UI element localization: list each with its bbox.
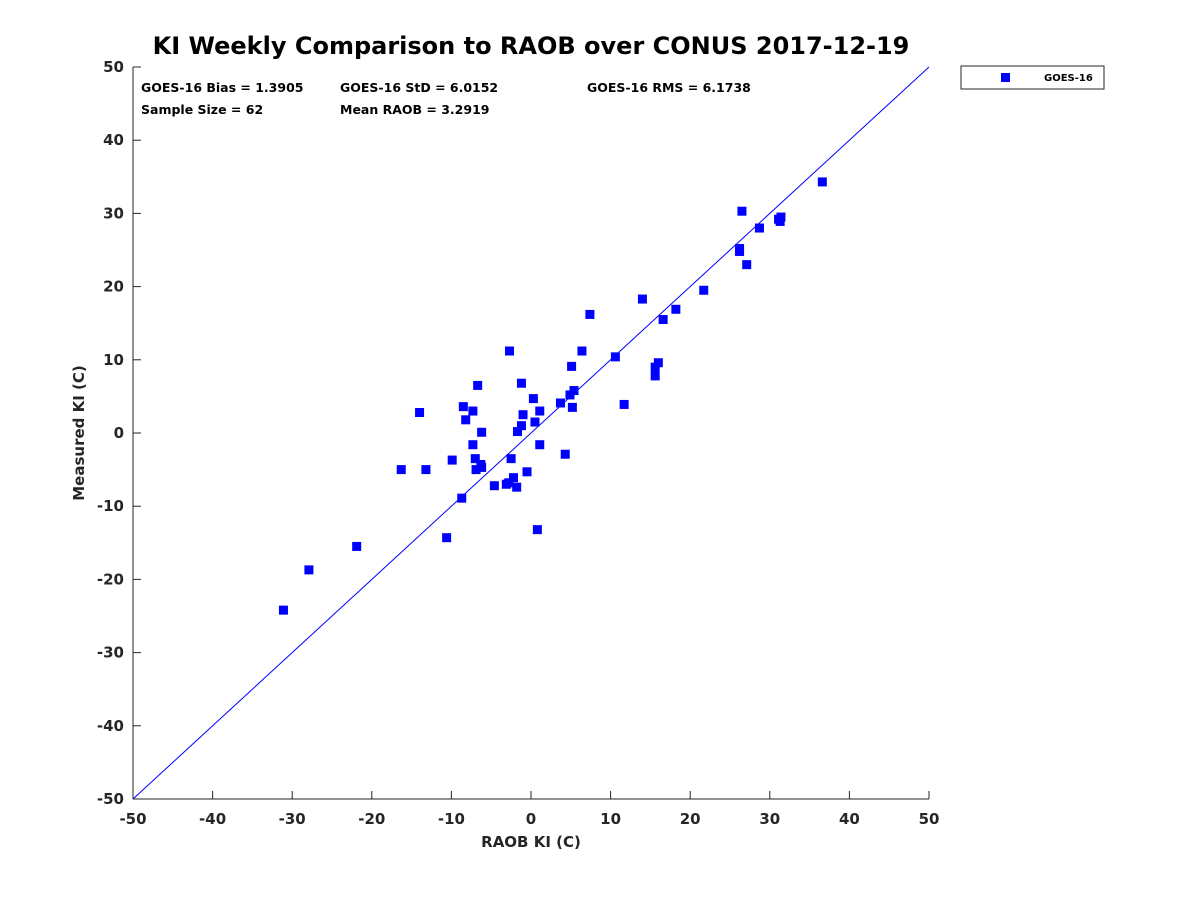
data-point-goes16 xyxy=(585,309,595,319)
y-tick-label: -40 xyxy=(97,717,124,735)
data-point-goes16 xyxy=(737,206,747,216)
y-tick-label: 40 xyxy=(103,131,124,149)
x-tick-label: 40 xyxy=(839,810,860,828)
data-point-goes16 xyxy=(504,478,514,488)
data-point-goes16 xyxy=(461,415,471,425)
data-point-goes16 xyxy=(447,455,457,465)
data-point-goes16 xyxy=(555,398,565,408)
y-tick-label: 10 xyxy=(103,351,124,369)
data-point-goes16 xyxy=(610,352,620,362)
stats-annotations: GOES-16 Bias = 1.3905 GOES-16 StD = 6.01… xyxy=(141,80,751,117)
data-point-goes16 xyxy=(457,493,467,503)
data-point-goes16 xyxy=(352,541,362,551)
y-tick-label: 0 xyxy=(114,424,124,442)
x-axis-label: RAOB KI (C) xyxy=(481,833,581,851)
data-point-goes16 xyxy=(518,410,528,420)
x-tick-label: 10 xyxy=(600,810,621,828)
stat-rms: GOES-16 RMS = 6.1738 xyxy=(587,80,751,95)
data-point-goes16 xyxy=(470,454,480,464)
data-point-goes16 xyxy=(512,482,522,492)
data-point-goes16 xyxy=(516,421,526,431)
x-tick-label: -20 xyxy=(358,810,385,828)
data-point-goes16 xyxy=(304,565,314,575)
legend-label-goes16: GOES-16 xyxy=(1044,73,1093,84)
data-point-goes16 xyxy=(569,386,579,396)
data-point-goes16 xyxy=(477,462,487,472)
data-point-goes16 xyxy=(567,402,577,412)
data-point-goes16 xyxy=(699,285,709,295)
chart-title: KI Weekly Comparison to RAOB over CONUS … xyxy=(153,32,910,60)
legend-box xyxy=(960,65,1105,90)
data-point-goes16 xyxy=(560,449,570,459)
data-point-goes16 xyxy=(653,358,663,368)
data-point-goes16 xyxy=(477,427,487,437)
stat-bias: GOES-16 Bias = 1.3905 xyxy=(141,80,303,95)
data-point-goes16 xyxy=(535,406,545,416)
x-tick-label: -50 xyxy=(119,810,146,828)
data-point-goes16 xyxy=(516,378,526,388)
y-tick-label: -10 xyxy=(97,497,124,515)
data-point-goes16 xyxy=(505,346,515,356)
plot-area: -50 -40 -30 -20 -10 0 10 20 30 40 50 -50 -40 -30 -20 -1… xyxy=(97,58,940,828)
data-point-goes16 xyxy=(776,212,786,222)
stat-std: GOES-16 StD = 6.0152 xyxy=(340,80,498,95)
data-point-goes16 xyxy=(508,473,518,483)
y-tick-label: 20 xyxy=(103,278,124,296)
data-point-goes16 xyxy=(442,533,452,543)
y-axis-label: Measured KI (C) xyxy=(70,365,88,501)
data-point-goes16 xyxy=(512,427,522,437)
data-point-goes16 xyxy=(735,246,745,256)
data-point-goes16 xyxy=(817,177,827,187)
legend-marker-goes16 xyxy=(1001,73,1010,82)
data-point-goes16 xyxy=(671,304,681,314)
x-tick-label: -40 xyxy=(199,810,226,828)
x-tick-label: 20 xyxy=(680,810,701,828)
stat-mean-raob: Mean RAOB = 3.2919 xyxy=(340,102,489,117)
data-point-goes16 xyxy=(468,440,478,450)
one-to-one-line xyxy=(132,66,930,800)
y-tick-label: 30 xyxy=(103,204,124,222)
x-tick-label: 30 xyxy=(759,810,780,828)
y-tick-label: -20 xyxy=(97,570,124,588)
stat-sample-size: Sample Size = 62 xyxy=(141,102,263,117)
data-point-goes16 xyxy=(473,380,483,390)
x-tick-label: 0 xyxy=(526,810,536,828)
data-point-goes16 xyxy=(506,454,516,464)
data-point-goes16 xyxy=(489,481,499,491)
x-tick-label: 50 xyxy=(919,810,940,828)
x-tick-label: -30 xyxy=(279,810,306,828)
data-point-goes16 xyxy=(522,467,532,477)
data-point-goes16 xyxy=(530,417,540,427)
y-tick-label: -30 xyxy=(97,644,124,662)
data-point-goes16 xyxy=(396,465,406,475)
data-point-goes16 xyxy=(532,525,542,535)
legend: GOES-16 xyxy=(960,65,1105,90)
data-point-goes16 xyxy=(637,294,647,304)
y-tick-label: -50 xyxy=(97,790,124,808)
y-tick-label: 50 xyxy=(103,58,124,76)
data-point-goes16 xyxy=(468,406,478,416)
data-point-goes16 xyxy=(650,371,660,381)
data-point-goes16 xyxy=(567,361,577,371)
data-point-goes16 xyxy=(658,315,668,325)
data-point-goes16 xyxy=(742,260,752,270)
data-point-goes16 xyxy=(278,605,288,615)
data-point-goes16 xyxy=(421,465,431,475)
data-point-goes16 xyxy=(535,440,545,450)
x-tick-label: -10 xyxy=(438,810,465,828)
data-point-goes16 xyxy=(619,399,629,409)
data-point-goes16 xyxy=(528,394,538,404)
data-point-goes16 xyxy=(458,402,468,412)
data-point-goes16 xyxy=(577,346,587,356)
data-point-goes16 xyxy=(415,408,425,418)
data-point-goes16 xyxy=(471,465,481,475)
data-point-goes16 xyxy=(754,223,764,233)
